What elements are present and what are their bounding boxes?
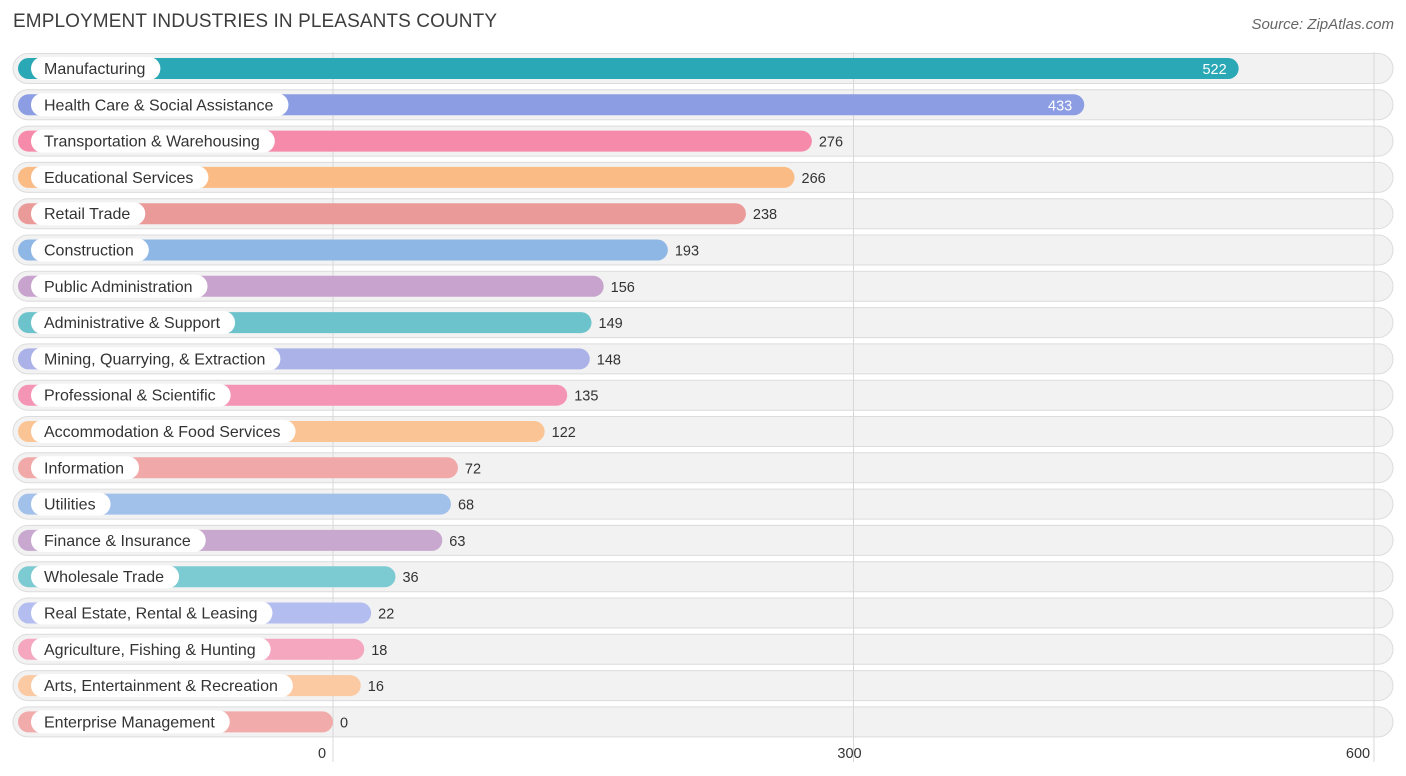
- bar: [18, 166, 795, 188]
- category-label-pill: [31, 165, 209, 189]
- category-label-pill: [31, 565, 180, 589]
- value-label: 433: [1048, 98, 1072, 114]
- category-label-pill: [31, 311, 236, 335]
- value-label: 63: [449, 534, 465, 550]
- category-label-pill: [31, 674, 293, 698]
- category-label: Finance & Insurance: [44, 533, 191, 550]
- category-label: Administrative & Support: [44, 315, 221, 332]
- value-label: 193: [675, 244, 699, 260]
- row-background: [12, 706, 1394, 738]
- value-label: 156: [611, 280, 635, 296]
- category-label-pill: [31, 456, 140, 480]
- bars: Manufacturing 522 Health Care & Social Ass…: [18, 57, 1239, 734]
- value-label: 148: [597, 352, 621, 368]
- bar: [18, 203, 746, 225]
- category-label: Accommodation & Food Services: [44, 424, 281, 441]
- category-label: Agriculture, Fishing & Hunting: [44, 642, 256, 659]
- value-label: 522: [1202, 62, 1226, 78]
- bar: [18, 58, 1239, 79]
- category-label: Public Administration: [44, 279, 193, 296]
- value-label: 122: [552, 425, 576, 441]
- category-label-pill: [31, 601, 273, 625]
- category-label-pill: [31, 274, 208, 298]
- category-label: Professional & Scientific: [44, 388, 216, 405]
- category-label: Transportation & Warehousing: [44, 134, 260, 151]
- category-label: Retail Trade: [44, 206, 130, 223]
- value-label: 266: [802, 171, 826, 187]
- category-label: Health Care & Social Assistance: [44, 97, 274, 114]
- category-label: Wholesale Trade: [44, 569, 164, 586]
- bar: [18, 493, 451, 515]
- category-label-pill: [31, 492, 111, 516]
- category-label-pill: [31, 93, 289, 117]
- category-label-pill: [31, 129, 275, 153]
- category-label-pill: [31, 238, 149, 262]
- category-label-pill: [31, 383, 231, 407]
- chart-title: EMPLOYMENT INDUSTRIES IN PLEASANTS COUNT…: [13, 11, 498, 32]
- value-label: 238: [753, 207, 777, 223]
- value-label: 72: [465, 461, 481, 477]
- value-label: 149: [599, 316, 623, 332]
- x-tick-label: 600: [1346, 746, 1370, 762]
- category-label-pill: [31, 347, 281, 371]
- value-label: 16: [368, 679, 384, 695]
- value-label: 68: [458, 498, 474, 514]
- category-label: Educational Services: [44, 170, 193, 187]
- category-label-pill: [31, 420, 296, 443]
- category-label-pill: [31, 528, 206, 552]
- category-label: Arts, Entertainment & Recreation: [44, 678, 278, 695]
- category-label-pill: [31, 710, 230, 734]
- bar: [18, 239, 668, 261]
- category-label: Manufacturing: [44, 61, 145, 78]
- category-label-pill: [31, 202, 146, 226]
- category-label: Information: [44, 460, 124, 477]
- category-label: Enterprise Management: [44, 714, 215, 731]
- value-label: 22: [378, 607, 394, 623]
- chart-source: Source: ZipAtlas.com: [1251, 16, 1394, 33]
- category-label: Mining, Quarrying, & Extraction: [44, 351, 265, 368]
- value-label: 276: [819, 135, 843, 151]
- category-label: Utilities: [44, 497, 96, 514]
- value-label: 0: [340, 715, 348, 731]
- category-label: Construction: [44, 243, 134, 260]
- value-label: 18: [371, 643, 387, 659]
- category-label-pill: [31, 57, 161, 80]
- x-tick-label: 0: [318, 746, 326, 762]
- x-axis-ticks: 0 300 600: [318, 746, 1370, 762]
- category-label: Real Estate, Rental & Leasing: [44, 606, 257, 623]
- value-label: 36: [402, 570, 418, 586]
- value-label: 135: [574, 389, 598, 405]
- row-background: [12, 670, 1394, 702]
- category-label-pill: [31, 637, 271, 661]
- x-tick-label: 300: [837, 746, 861, 762]
